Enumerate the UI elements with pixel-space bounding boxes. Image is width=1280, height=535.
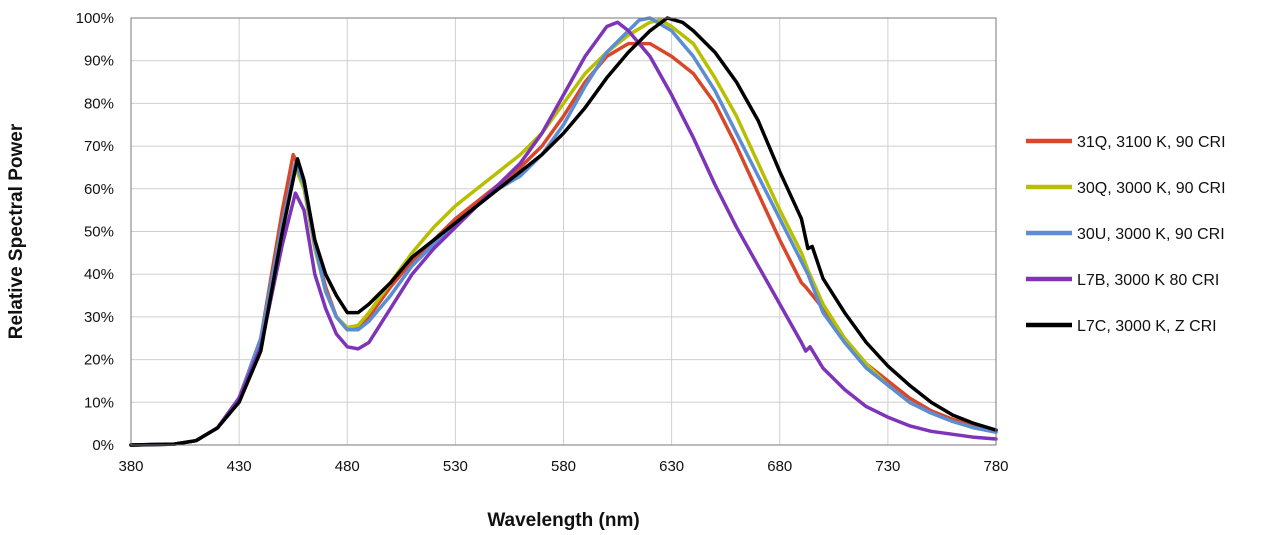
series-line-3	[129, 16, 998, 447]
y-tick-label: 40%	[84, 266, 114, 283]
x-tick-label: 530	[443, 458, 468, 475]
y-tick-label: 100%	[76, 10, 114, 27]
legend-label: L7C, 3000 K, Z CRI	[1077, 318, 1217, 335]
legend: 31Q, 3100 K, 90 CRI 30Q, 3000 K, 90 CRI 30…	[1026, 134, 1226, 335]
y-tick-label: 20%	[84, 352, 114, 369]
series-lines	[129, 16, 998, 447]
y-tick-label: 90%	[84, 53, 114, 70]
y-tick-label: 50%	[84, 224, 114, 241]
grid	[130, 17, 997, 446]
y-tick-label: 30%	[84, 309, 114, 326]
tick-labels: 380 430 480 530 580 630 680 730 780 0% 10% 20% 30% 40…	[76, 10, 1009, 475]
y-axis-title: Relative Spectral Power	[6, 123, 27, 339]
y-tick-label: 80%	[84, 95, 114, 112]
x-tick-label: 680	[767, 458, 792, 475]
legend-label: 30Q, 3000 K, 90 CRI	[1077, 180, 1226, 197]
y-tick-label: 10%	[84, 394, 114, 411]
x-tick-label: 730	[875, 458, 900, 475]
series-line-5	[129, 16, 998, 447]
x-tick-label: 430	[227, 458, 252, 475]
x-tick-label: 580	[551, 458, 576, 475]
series-line-4	[129, 20, 998, 447]
legend-label: 30U, 3000 K, 90 CRI	[1077, 226, 1225, 243]
x-tick-label: 480	[335, 458, 360, 475]
x-axis-title: Wavelength (nm)	[487, 510, 639, 531]
x-tick-label: 380	[118, 458, 143, 475]
y-tick-label: 60%	[84, 181, 114, 198]
y-tick-label: 70%	[84, 138, 114, 155]
x-tick-label: 630	[659, 458, 684, 475]
legend-label: 31Q, 3100 K, 90 CRI	[1077, 134, 1226, 151]
legend-label: L7B, 3000 K 80 CRI	[1077, 272, 1219, 289]
x-tick-label: 780	[983, 458, 1008, 475]
y-tick-label: 0%	[92, 437, 114, 454]
plot-frame	[130, 17, 997, 446]
